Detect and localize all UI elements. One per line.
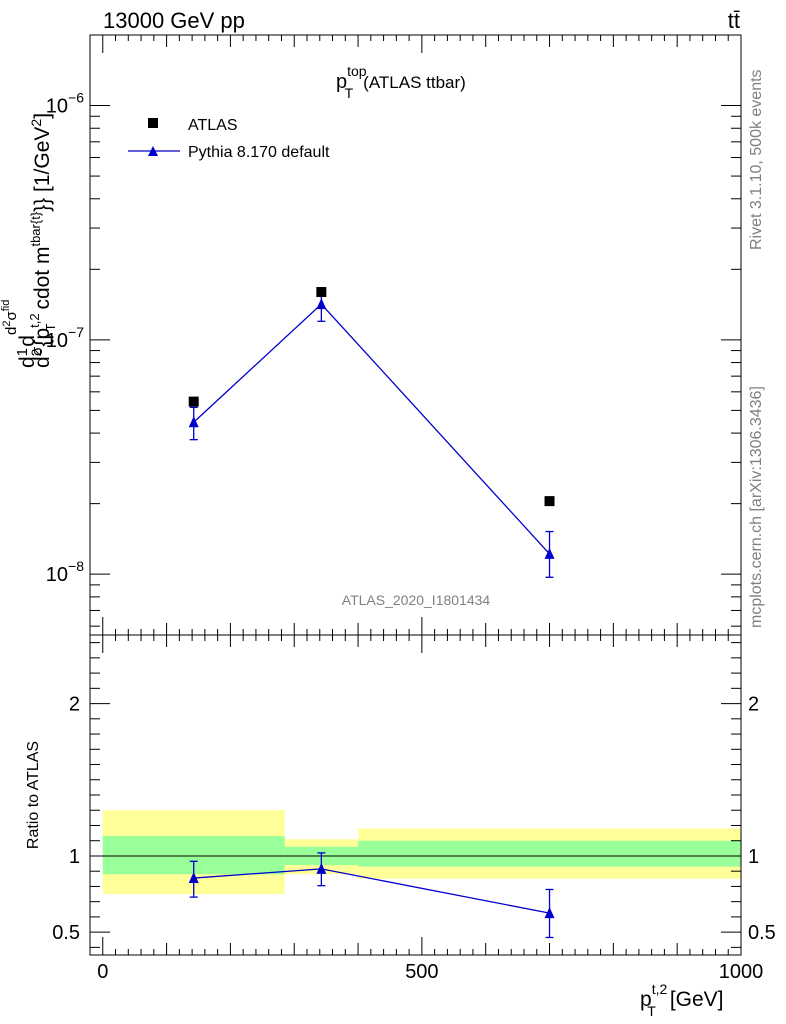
process-label: tt̄ [728, 8, 740, 33]
ratio-data [90, 852, 741, 939]
ratio-pythia-point [544, 907, 555, 919]
ratio-bands [102, 810, 741, 895]
ylabel-num-sup: fid [0, 300, 12, 312]
atlas-point [544, 496, 555, 507]
pythia-line [193, 303, 551, 555]
ratio-pythia-point [188, 872, 199, 884]
ylabel-den-brace: {p [31, 328, 54, 347]
main-y-tick-label: 10−7 [46, 324, 84, 352]
xlabel-rest: [GeV] [670, 988, 724, 1011]
main-panel: 10−6 10−7 10−8 ptop T (ATLAS ttbar) ATLAS_20… [0, 34, 742, 636]
ylabel-d2: d [16, 335, 39, 347]
legend-label-pythia: Pythia 8.170 default [188, 144, 330, 161]
ylabel-den-d: d [31, 356, 54, 368]
ylabel-num-sigma: σ [3, 311, 20, 321]
ylabel-den-sub: T [43, 323, 58, 331]
ratio-y-tick-label-left: 1 [69, 846, 80, 868]
ylabel-den-sup: t,2 [27, 313, 42, 327]
ylabel-one: 1 [14, 348, 31, 356]
main-y-axis-label-denominator: d2{pt,2T cdot mtbar{t}}} [1/GeV2] [27, 113, 58, 368]
plot-title-sub: T [345, 85, 354, 101]
legend-label-atlas: ATLAS [188, 117, 238, 134]
analysis-watermark: ATLAS_2020_I1801434 [342, 592, 491, 608]
main-y-tick-label: 10−6 [46, 90, 84, 118]
plot-title: ptop T (ATLAS ttbar) [336, 63, 466, 101]
ylabel-d1: d [16, 356, 39, 368]
ylabel-num-d: d [3, 327, 20, 335]
ratio-y-tick-label-right: 1 [748, 846, 759, 868]
x-axis-label: pt,2 T [GeV] [640, 981, 724, 1019]
ratio-y-tick-label-left: 0.5 [52, 922, 80, 944]
pythia-point [316, 298, 327, 310]
ratio-y-axis-label: Ratio to ATLAS [25, 741, 42, 849]
xlabel-sup: t,2 [652, 981, 668, 997]
main-y-tick-labels: 10−6 10−7 10−8 [46, 90, 84, 587]
energy-label: 13000 GeV pp [103, 8, 245, 33]
ratio-axis-ticks [90, 635, 742, 955]
atlas-point [316, 287, 327, 298]
legend: ATLAS Pythia 8.170 default [128, 117, 330, 161]
legend-marker-atlas [148, 118, 158, 128]
source-label: mcplots.cern.ch [arXiv:1306.3436] [748, 386, 765, 628]
pythia-point [188, 416, 199, 428]
xlabel-sub: T [647, 1003, 656, 1019]
pythia-point [544, 547, 555, 559]
ratio-y-tick-label-left: 2 [69, 694, 80, 716]
x-tick-label: 0 [97, 961, 108, 983]
ylabel-den-unit-exp: 2 [28, 119, 44, 127]
ylabel-den-exp: 2 [28, 348, 44, 356]
plot-title-main: p [336, 71, 347, 93]
atlas-point [188, 396, 199, 407]
ratio-pythia-point [316, 862, 327, 874]
ratio-y-tick-label-right: 2 [748, 694, 759, 716]
plot-title-rest: (ATLAS ttbar) [363, 73, 466, 92]
ylabel-den-end: }} [1/GeV [31, 127, 54, 212]
main-y-tick-label: 10−8 [46, 558, 84, 586]
ratio-y-tick-labels: 0.5 0.5 1 1 2 2 [52, 694, 776, 945]
ylabel-num-exp: 2 [1, 321, 13, 327]
ratio-band-green [358, 840, 741, 867]
plot-title-sup: top [347, 63, 367, 79]
xlabel-main: p [640, 988, 652, 1011]
ratio-y-tick-label-right: 0.5 [748, 922, 776, 944]
x-tick-label: 500 [405, 961, 438, 983]
ylabel-den-sup2: tbar{t} [28, 211, 43, 246]
rivet-label: Rivet 3.1.10, 500k events [748, 69, 765, 250]
ylabel-den-mid: cdot m [31, 247, 54, 316]
legend-marker-pythia [148, 146, 158, 156]
ratio-x-tick-labels: 0 500 1000 [97, 961, 763, 983]
main-data [188, 287, 555, 578]
ylabel-den-close: ] [31, 113, 54, 119]
ratio-frame [89, 634, 742, 956]
ratio-panel: 0.5 0.5 1 1 2 2 0 500 1000 Ratio to ATLAS pt,2 T… [25, 634, 776, 1019]
main-y-axis-label: d1σdd2σfid [0, 300, 46, 368]
ylabel-sigma: σ [29, 346, 46, 356]
x-tick-label: 1000 [719, 961, 764, 983]
